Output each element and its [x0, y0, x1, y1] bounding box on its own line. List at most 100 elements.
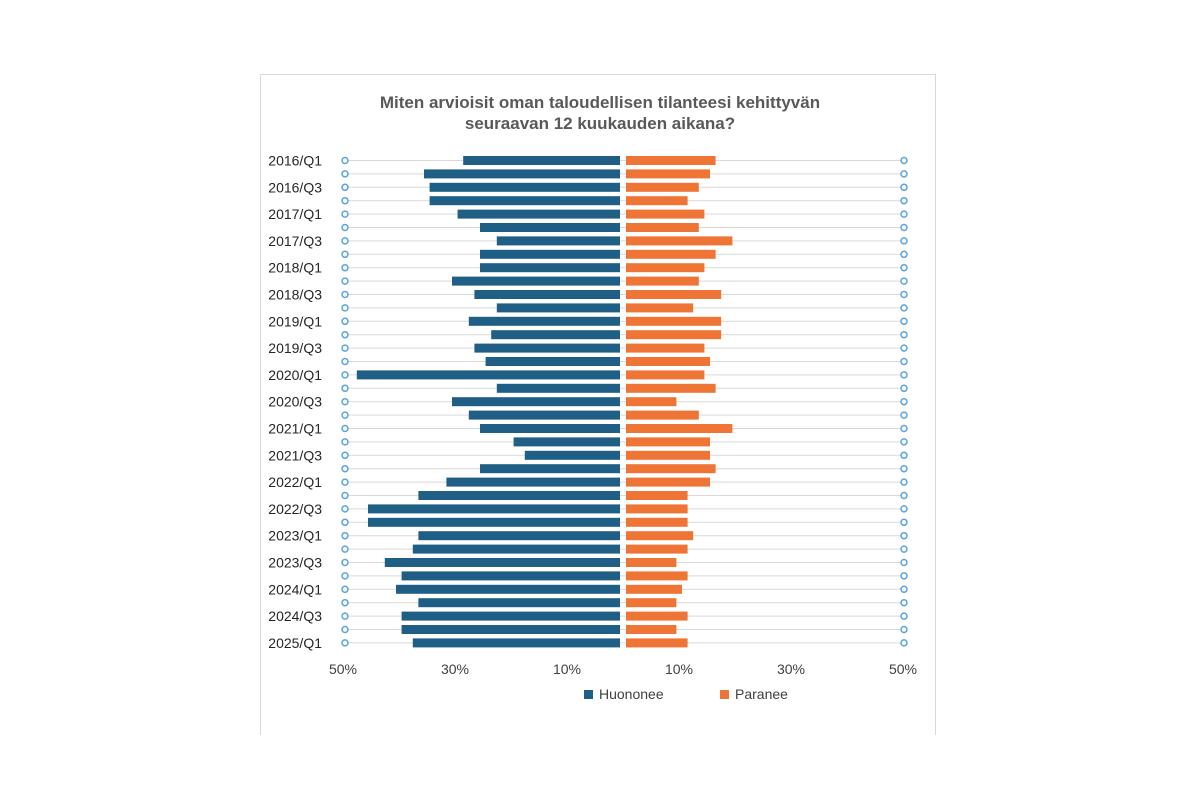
- bar-huononee: [396, 584, 620, 594]
- bar-paranee: [626, 531, 694, 541]
- gridline-marker-right: [900, 384, 908, 393]
- gridline-marker-left: [341, 625, 349, 634]
- legend-swatch-paranee: [720, 689, 729, 699]
- bar-huononee: [496, 236, 620, 246]
- chart-title: Miten arvioisit oman taloudellisen tilan…: [0, 92, 1200, 134]
- gridline-marker-left: [341, 424, 349, 433]
- y-tick-label: 2017/Q1: [268, 206, 322, 222]
- bar-huononee: [480, 424, 620, 433]
- gridline-marker-right: [900, 598, 908, 607]
- y-tick-label: 2024/Q3: [268, 608, 322, 624]
- y-tick-label: 2020/Q1: [268, 367, 322, 383]
- bar-paranee: [626, 330, 722, 340]
- gridline-marker-right: [900, 156, 908, 165]
- gridline-marker-left: [341, 237, 349, 245]
- y-tick-label: 2019/Q3: [268, 340, 322, 356]
- bar-huononee: [418, 598, 620, 608]
- bar-huononee: [356, 370, 620, 380]
- y-tick-label: 2021/Q1: [268, 421, 322, 437]
- legend-item-huononee: Huononee: [584, 686, 664, 702]
- gridline-marker-left: [341, 290, 349, 299]
- gridline-marker-right: [900, 612, 908, 620]
- gridline-marker-right: [900, 478, 908, 486]
- gridline-marker-left: [341, 397, 349, 406]
- bar-paranee: [626, 397, 677, 407]
- bar-paranee: [626, 625, 677, 634]
- gridline-marker-right: [900, 317, 908, 326]
- gridline-marker-right: [900, 371, 908, 379]
- chart-legend: Huononee Paranee: [0, 686, 1200, 706]
- bar-huononee: [384, 558, 620, 567]
- bar-huononee: [429, 182, 620, 192]
- bar-huononee: [457, 209, 620, 219]
- gridline-marker-left: [341, 304, 349, 312]
- gridline-marker-left: [341, 250, 349, 259]
- bar-huononee: [452, 276, 620, 286]
- bar-paranee: [626, 611, 688, 621]
- bar-paranee: [626, 477, 710, 487]
- bar-paranee: [626, 517, 688, 527]
- bar-paranee: [626, 571, 688, 581]
- bar-paranee: [626, 638, 688, 648]
- gridline-marker-left: [341, 156, 349, 165]
- y-tick-label: 2021/Q3: [268, 447, 322, 463]
- gridline-marker-left: [341, 558, 349, 567]
- legend-label-huononee: Huononee: [599, 686, 664, 702]
- bar-paranee: [626, 209, 705, 219]
- bar-huononee: [401, 625, 620, 634]
- bar-paranee: [626, 223, 699, 232]
- bar-huononee: [418, 491, 620, 500]
- bar-paranee: [626, 156, 716, 165]
- gridline-marker-left: [341, 183, 349, 192]
- gridline-marker-left: [341, 572, 349, 580]
- gridline-marker-left: [341, 223, 349, 232]
- x-tick-label: 50%: [329, 661, 357, 677]
- x-tick-label: 30%: [777, 661, 805, 677]
- gridline-marker-left: [341, 545, 349, 553]
- gridline-marker-right: [900, 196, 908, 205]
- gridline-marker-left: [341, 639, 349, 647]
- bar-huononee: [401, 611, 620, 621]
- bar-huononee: [474, 343, 620, 353]
- gridline-marker-right: [900, 585, 908, 594]
- gridline-marker-right: [900, 210, 908, 218]
- bar-paranee: [626, 504, 688, 514]
- y-tick-label: 2018/Q3: [268, 287, 322, 303]
- gridline-marker-right: [900, 290, 908, 299]
- gridline-marker-right: [900, 572, 908, 580]
- bar-huononee: [480, 249, 620, 259]
- gridline-marker-right: [900, 505, 908, 513]
- gridline-marker-left: [341, 411, 349, 419]
- gridline-marker-left: [341, 263, 349, 272]
- legend-label-paranee: Paranee: [735, 686, 788, 702]
- bar-huononee: [446, 477, 620, 487]
- gridline-marker-left: [341, 598, 349, 607]
- gridline-marker-right: [900, 183, 908, 192]
- y-tick-label: 2017/Q3: [268, 233, 322, 249]
- gridline-marker-left: [341, 170, 349, 178]
- bar-huononee: [418, 531, 620, 541]
- gridline-marker-right: [900, 277, 908, 285]
- bar-paranee: [626, 169, 710, 179]
- gridline-marker-left: [341, 518, 349, 527]
- y-tick-label: 2023/Q1: [268, 528, 322, 544]
- bar-huononee: [368, 517, 620, 527]
- gridline-marker-right: [900, 558, 908, 567]
- x-tick-label: 10%: [553, 661, 581, 677]
- gridline-marker-left: [341, 491, 349, 500]
- y-tick-label: 2022/Q3: [268, 501, 322, 517]
- gridline-marker-right: [900, 237, 908, 245]
- bar-paranee: [626, 182, 699, 192]
- y-tick-label: 2022/Q1: [268, 474, 322, 490]
- y-tick-label: 2023/Q3: [268, 555, 322, 571]
- chart-title-line-1: Miten arvioisit oman taloudellisen tilan…: [379, 93, 821, 112]
- bar-huononee: [480, 263, 620, 273]
- bar-paranee: [626, 249, 716, 259]
- bar-paranee: [626, 370, 705, 380]
- bar-huononee: [468, 410, 620, 420]
- gridline-marker-left: [341, 210, 349, 218]
- y-tick-label: 2019/Q1: [268, 313, 322, 329]
- bar-paranee: [626, 424, 733, 433]
- gridline-marker-right: [900, 451, 908, 460]
